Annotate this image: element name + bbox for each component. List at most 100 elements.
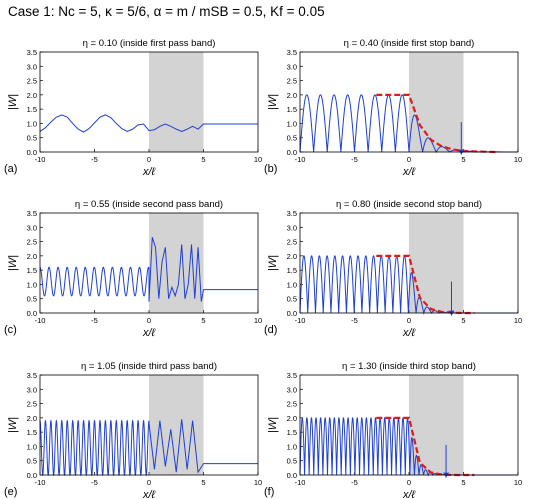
x-tick-label: -5 xyxy=(91,155,98,164)
y-tick-label: 2.5 xyxy=(287,238,297,247)
y-tick-label: 1.0 xyxy=(27,280,37,289)
y-tick-label: 0.0 xyxy=(27,309,37,318)
y-tick-label: 2.5 xyxy=(27,77,37,86)
y-tick-label: 1.5 xyxy=(287,428,297,437)
y-tick-label: 3.5 xyxy=(27,371,37,380)
x-tick-label: -10 xyxy=(295,478,306,487)
x-tick-label: -5 xyxy=(91,478,98,487)
panel-title: η = 0.55 (inside second pass band) xyxy=(75,199,223,210)
x-axis-label: x/ℓ xyxy=(402,166,416,178)
x-axis-label: x/ℓ xyxy=(402,489,416,499)
y-tick-label: 1.0 xyxy=(27,442,37,451)
y-tick-label: 0.0 xyxy=(287,471,297,480)
panel-title: η = 1.30 (inside third stop band) xyxy=(342,361,476,372)
y-tick-label: 0.5 xyxy=(27,134,37,143)
wave-curve xyxy=(39,114,258,133)
panel-label: (a) xyxy=(4,163,17,175)
y-tick-label: 1.5 xyxy=(287,105,297,114)
y-tick-label: 3.0 xyxy=(27,223,37,232)
x-axis-label: x/ℓ xyxy=(142,489,156,499)
y-tick-label: 2.0 xyxy=(27,414,37,423)
x-tick-label: 5 xyxy=(461,478,465,487)
y-axis-label: |W| xyxy=(267,417,279,433)
y-axis-label: |W| xyxy=(7,94,19,110)
y-tick-label: 0.5 xyxy=(287,134,297,143)
shaded-region xyxy=(409,213,464,313)
shaded-region xyxy=(149,52,204,152)
x-tick-label: 0 xyxy=(407,316,411,325)
x-tick-label: -10 xyxy=(35,316,46,325)
x-tick-label: 10 xyxy=(514,316,522,325)
x-tick-label: -5 xyxy=(351,478,358,487)
y-tick-label: 3.5 xyxy=(27,48,37,57)
x-tick-label: 0 xyxy=(407,478,411,487)
x-tick-label: -10 xyxy=(35,478,46,487)
y-tick-label: 0.5 xyxy=(27,457,37,466)
y-tick-label: 3.0 xyxy=(287,223,297,232)
y-tick-label: 2.0 xyxy=(27,91,37,100)
x-tick-label: 5 xyxy=(201,155,205,164)
x-tick-label: 5 xyxy=(461,155,465,164)
y-tick-label: 1.5 xyxy=(287,266,297,275)
x-tick-label: 10 xyxy=(254,478,262,487)
plot-frame xyxy=(39,51,259,153)
x-tick-label: 10 xyxy=(514,155,522,164)
panel-label: (c) xyxy=(4,324,17,336)
y-tick-label: 0.5 xyxy=(287,295,297,304)
x-tick-label: 5 xyxy=(201,316,205,325)
x-tick-label: 5 xyxy=(461,316,465,325)
y-axis-label: |W| xyxy=(267,255,279,271)
plot-frame xyxy=(299,374,519,476)
panel-title: η = 0.80 (inside second stop band) xyxy=(336,199,482,210)
x-tick-label: 0 xyxy=(147,316,151,325)
x-tick-label: -5 xyxy=(351,155,358,164)
y-tick-label: 2.5 xyxy=(287,77,297,86)
y-tick-label: 2.0 xyxy=(287,414,297,423)
plot-frame xyxy=(39,374,259,476)
wave-curve xyxy=(39,237,258,302)
panel-title: η = 0.10 (inside first pass band) xyxy=(83,38,216,49)
y-tick-label: 2.0 xyxy=(287,252,297,261)
y-tick-label: 3.5 xyxy=(287,48,297,57)
panel-label: (b) xyxy=(264,163,277,175)
plot-frame xyxy=(39,212,259,314)
panel-c: η = 0.55 (inside second pass band) 0.0 0.5… xyxy=(4,199,262,339)
x-tick-label: -5 xyxy=(91,316,98,325)
panel-label: (f) xyxy=(264,486,274,498)
y-tick-label: 2.0 xyxy=(287,91,297,100)
y-tick-label: 3.5 xyxy=(287,371,297,380)
x-tick-label: -10 xyxy=(295,155,306,164)
panel-b: η = 0.40 (inside first stop band) 0.0 0.5 1… xyxy=(264,38,522,178)
panel-title: η = 0.40 (inside first stop band) xyxy=(344,38,475,49)
x-tick-label: -5 xyxy=(351,316,358,325)
shaded-region xyxy=(409,52,464,152)
y-tick-label: 0.0 xyxy=(287,309,297,318)
shaded-region xyxy=(149,375,204,475)
x-tick-label: 10 xyxy=(254,316,262,325)
x-tick-label: -10 xyxy=(35,155,46,164)
panel-f: η = 1.30 (inside third stop band) 0.0 0.5 1… xyxy=(264,361,522,499)
y-tick-label: 2.5 xyxy=(27,400,37,409)
y-tick-label: 1.5 xyxy=(27,105,37,114)
y-tick-label: 2.5 xyxy=(27,238,37,247)
x-axis-label: x/ℓ xyxy=(142,166,156,178)
x-tick-label: 10 xyxy=(254,155,262,164)
x-axis-label: x/ℓ xyxy=(402,327,416,339)
wave-curve xyxy=(39,419,258,477)
y-tick-label: 1.0 xyxy=(27,119,37,128)
case-title: Case 1: Nc = 5, κ = 5/6, α = m / mSB = 0… xyxy=(8,4,325,19)
y-axis-label: |W| xyxy=(7,255,19,271)
y-tick-label: 0.0 xyxy=(287,148,297,157)
y-tick-label: 0.0 xyxy=(27,471,37,480)
panel-label: (e) xyxy=(4,486,17,498)
y-tick-label: 0.5 xyxy=(27,295,37,304)
panel-a: η = 0.10 (inside first pass band) 0.0 0.5 1… xyxy=(4,38,262,178)
y-tick-label: 0.0 xyxy=(27,148,37,157)
x-tick-label: -10 xyxy=(295,316,306,325)
plot-frame xyxy=(299,212,519,314)
panel-title: η = 1.05 (inside third pass band) xyxy=(81,361,217,372)
y-axis-label: |W| xyxy=(7,417,19,433)
y-tick-label: 1.0 xyxy=(287,442,297,451)
x-axis-label: x/ℓ xyxy=(142,327,156,339)
panel-label: (d) xyxy=(264,324,277,336)
